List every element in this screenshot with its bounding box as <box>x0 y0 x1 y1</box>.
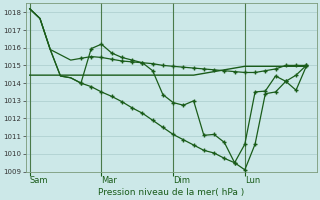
X-axis label: Pression niveau de la mer( hPa ): Pression niveau de la mer( hPa ) <box>98 188 244 197</box>
